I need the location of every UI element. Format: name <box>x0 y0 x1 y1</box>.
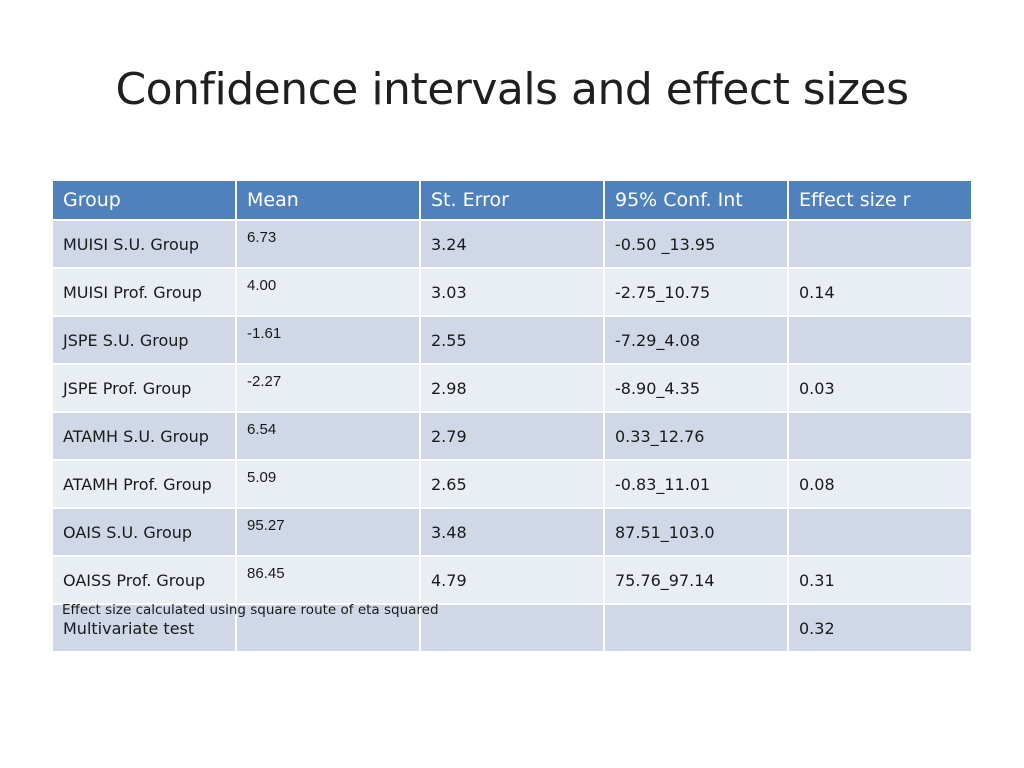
cell-effect-size <box>787 315 973 365</box>
header-st-error: St. Error <box>419 179 605 221</box>
results-table: Group Mean St. Error 95% Conf. Int Effec… <box>51 179 973 653</box>
cell-group: ATAMH Prof. Group <box>51 459 237 509</box>
cell-group: Multivariate test <box>51 603 237 653</box>
cell-mean: 95.27 <box>235 507 421 557</box>
header-conf-int: 95% Conf. Int <box>603 179 789 221</box>
table-row: ATAMH S.U. Group 6.54 2.79 0.33_12.76 <box>51 411 973 461</box>
footnote: Effect size calculated using square rout… <box>62 602 439 618</box>
cell-mean: 4.00 <box>235 267 421 317</box>
cell-mean: -1.61 <box>235 315 421 365</box>
cell-group: JSPE S.U. Group <box>51 315 237 365</box>
cell-group: OAIS S.U. Group <box>51 507 237 557</box>
table-row: OAIS S.U. Group 95.27 3.48 87.51_103.0 <box>51 507 973 557</box>
header-mean: Mean <box>235 179 421 221</box>
cell-mean: -2.27 <box>235 363 421 413</box>
slide-title: Confidence intervals and effect sizes <box>115 64 909 115</box>
cell-mean <box>235 603 421 653</box>
cell-conf-int: -8.90_4.35 <box>603 363 789 413</box>
cell-st-error: 3.48 <box>419 507 605 557</box>
cell-st-error: 2.55 <box>419 315 605 365</box>
table-row: OAISS Prof. Group 86.45 4.79 75.76_97.14… <box>51 555 973 605</box>
cell-mean: 86.45 <box>235 555 421 605</box>
cell-st-error <box>419 603 605 653</box>
cell-effect-size: 0.32 <box>787 603 973 653</box>
cell-effect-size: 0.31 <box>787 555 973 605</box>
cell-conf-int <box>603 603 789 653</box>
table-row: Multivariate test 0.32 <box>51 603 973 653</box>
cell-effect-size: 0.03 <box>787 363 973 413</box>
cell-effect-size: 0.14 <box>787 267 973 317</box>
header-group: Group <box>51 179 237 221</box>
table-row: JSPE S.U. Group -1.61 2.55 -7.29_4.08 <box>51 315 973 365</box>
cell-st-error: 4.79 <box>419 555 605 605</box>
cell-conf-int: 0.33_12.76 <box>603 411 789 461</box>
table-row: MUISI S.U. Group 6.73 3.24 -0.50 _13.95 <box>51 219 973 269</box>
cell-group: MUISI S.U. Group <box>51 219 237 269</box>
cell-mean: 6.73 <box>235 219 421 269</box>
cell-effect-size <box>787 219 973 269</box>
cell-conf-int: -2.75_10.75 <box>603 267 789 317</box>
cell-st-error: 3.03 <box>419 267 605 317</box>
cell-conf-int: 87.51_103.0 <box>603 507 789 557</box>
cell-st-error: 3.24 <box>419 219 605 269</box>
cell-effect-size <box>787 507 973 557</box>
cell-st-error: 2.65 <box>419 459 605 509</box>
cell-conf-int: 75.76_97.14 <box>603 555 789 605</box>
cell-conf-int: -0.83_11.01 <box>603 459 789 509</box>
cell-effect-size: 0.08 <box>787 459 973 509</box>
cell-group: ATAMH S.U. Group <box>51 411 237 461</box>
table-row: MUISI Prof. Group 4.00 3.03 -2.75_10.75 … <box>51 267 973 317</box>
cell-conf-int: -7.29_4.08 <box>603 315 789 365</box>
cell-mean: 5.09 <box>235 459 421 509</box>
cell-mean: 6.54 <box>235 411 421 461</box>
cell-group: MUISI Prof. Group <box>51 267 237 317</box>
cell-group: OAISS Prof. Group <box>51 555 237 605</box>
cell-st-error: 2.98 <box>419 363 605 413</box>
cell-conf-int: -0.50 _13.95 <box>603 219 789 269</box>
header-effect-size: Effect size r <box>787 179 973 221</box>
cell-group: JSPE Prof. Group <box>51 363 237 413</box>
cell-effect-size <box>787 411 973 461</box>
table-header-row: Group Mean St. Error 95% Conf. Int Effec… <box>51 179 973 221</box>
table-row: JSPE Prof. Group -2.27 2.98 -8.90_4.35 0… <box>51 363 973 413</box>
cell-st-error: 2.79 <box>419 411 605 461</box>
table-row: ATAMH Prof. Group 5.09 2.65 -0.83_11.01 … <box>51 459 973 509</box>
